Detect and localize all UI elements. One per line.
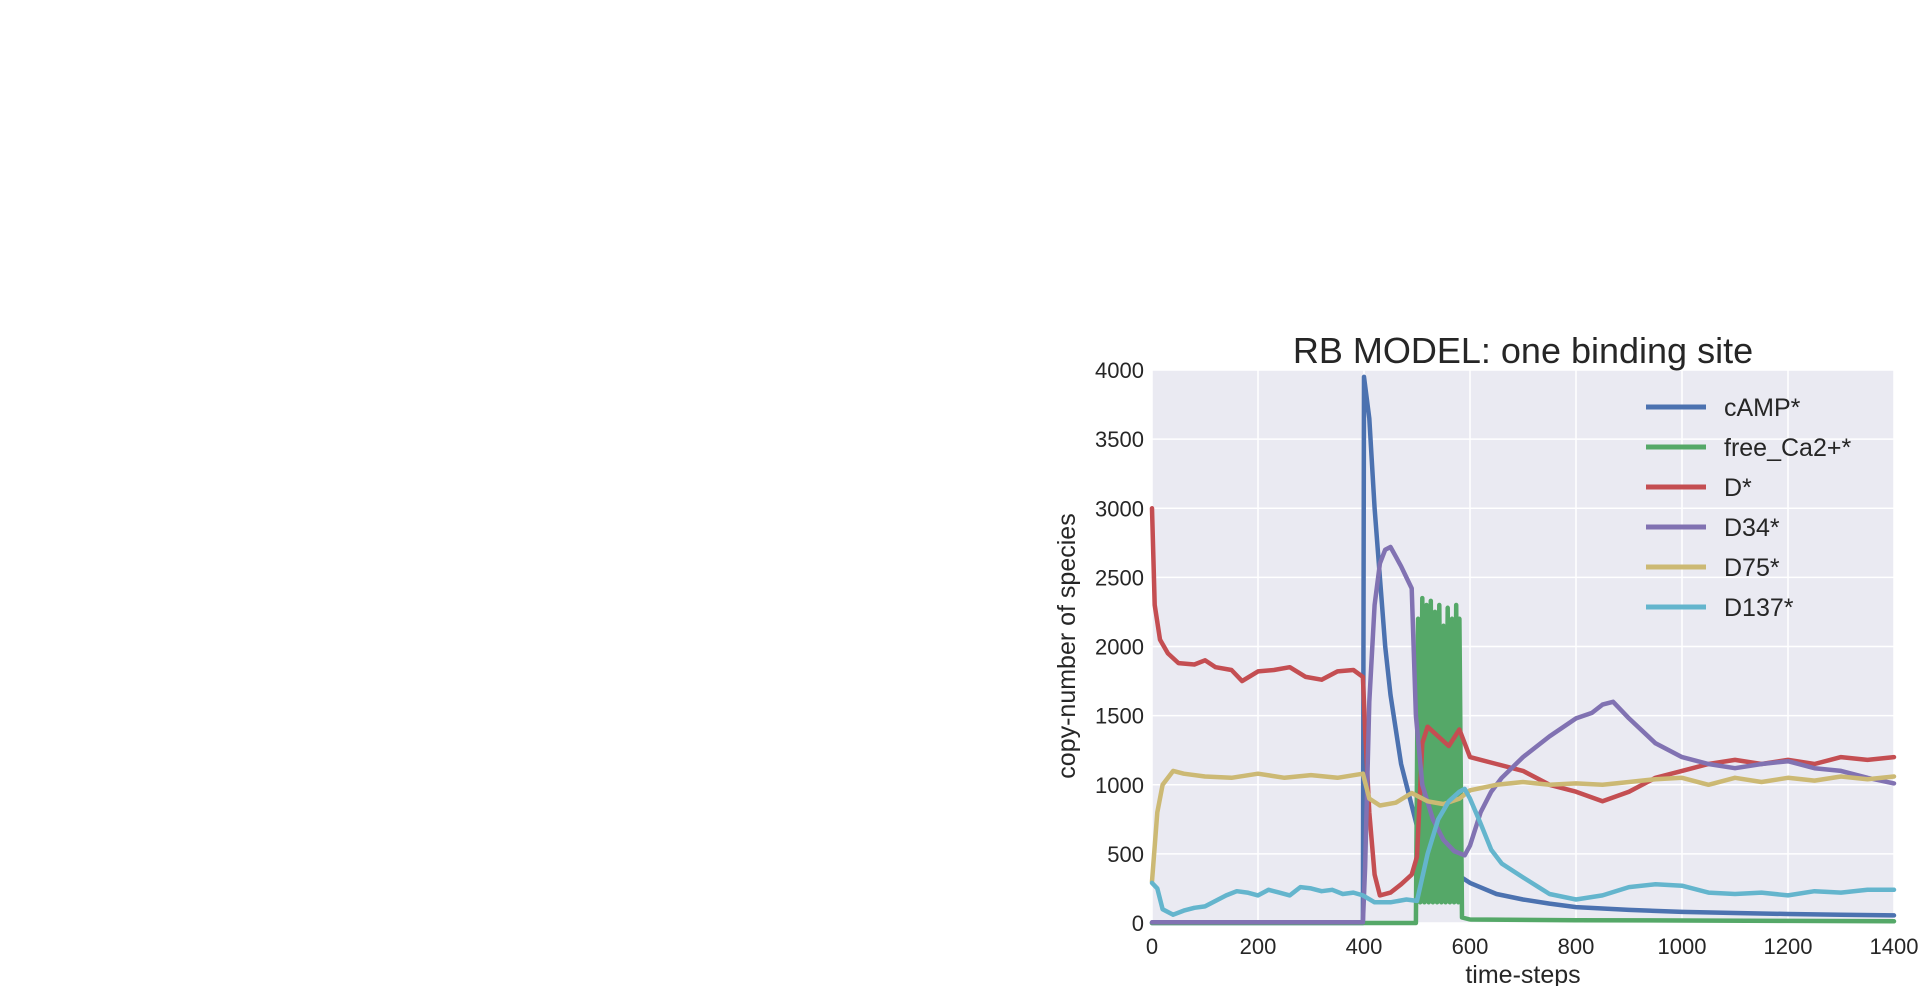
y-tick-label: 2500 xyxy=(1095,565,1144,590)
y-tick-label: 0 xyxy=(1132,911,1144,936)
legend-label: D75* xyxy=(1724,554,1780,582)
x-tick-label: 800 xyxy=(1558,934,1595,959)
y-tick-label: 1000 xyxy=(1095,773,1144,798)
legend-label: D34* xyxy=(1724,514,1780,542)
y-tick-labels: 0 500 1000 1500 2000 2500 3000 3500 4000 xyxy=(1095,358,1144,936)
series-line-d- xyxy=(1149,506,1897,898)
series-line-d137- xyxy=(1149,786,1897,917)
series-lines xyxy=(1149,374,1897,926)
x-tick-label: 400 xyxy=(1346,934,1383,959)
x-tick-labels: 0 200 400 600 800 1000 1200 1400 xyxy=(1146,934,1919,959)
chart-title: RB MODEL: one binding site xyxy=(1293,330,1753,371)
x-tick-label: 200 xyxy=(1240,934,1277,959)
y-tick-label: 500 xyxy=(1107,842,1144,867)
x-tick-label: 1000 xyxy=(1658,934,1707,959)
x-tick-label: 1400 xyxy=(1870,934,1919,959)
y-tick-label: 1500 xyxy=(1095,704,1144,729)
x-axis-label: time-steps xyxy=(1465,961,1580,986)
legend-label: free_Ca2+* xyxy=(1724,434,1851,462)
series-line-d34- xyxy=(1149,544,1897,925)
y-axis-label: copy-number of species xyxy=(1053,513,1081,778)
x-tick-label: 1200 xyxy=(1764,934,1813,959)
x-tick-label: 600 xyxy=(1452,934,1489,959)
legend: cAMP* free_Ca2+* D* D34* D75* D137* xyxy=(1646,394,1851,622)
x-tick-label: 0 xyxy=(1146,934,1158,959)
y-tick-label: 3000 xyxy=(1095,496,1144,521)
legend-label: D* xyxy=(1724,474,1752,502)
legend-label: cAMP* xyxy=(1724,394,1801,422)
y-tick-label: 4000 xyxy=(1095,358,1144,383)
legend-label: D137* xyxy=(1724,594,1794,622)
y-tick-label: 3500 xyxy=(1095,427,1144,452)
y-tick-label: 2000 xyxy=(1095,635,1144,660)
